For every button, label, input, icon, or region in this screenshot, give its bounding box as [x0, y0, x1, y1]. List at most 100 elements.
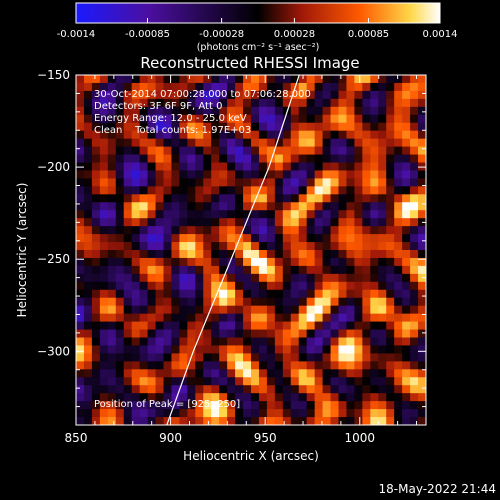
image-pixel [139, 377, 148, 386]
image-pixel [83, 210, 93, 219]
image-pixel [346, 218, 355, 227]
image-pixel [298, 210, 308, 219]
image-pixel [171, 114, 180, 124]
image-pixel [362, 154, 371, 163]
image-pixel [107, 273, 117, 283]
image-pixel [266, 186, 276, 195]
image-pixel [251, 250, 260, 259]
image-pixel [99, 242, 109, 251]
image-pixel [227, 138, 236, 147]
image-pixel [139, 409, 148, 418]
image-pixel [235, 194, 244, 203]
image-pixel [258, 265, 268, 275]
image-pixel [338, 321, 347, 330]
image-pixel [330, 329, 339, 338]
image-pixel [251, 329, 260, 338]
image-pixel [282, 210, 292, 219]
image-pixel [195, 130, 204, 140]
image-pixel [219, 417, 228, 425]
image-pixel [258, 82, 268, 92]
image-pixel [147, 361, 156, 370]
image-pixel [282, 162, 292, 171]
image-pixel [187, 242, 196, 251]
image-pixel [418, 329, 426, 338]
image-pixel [322, 353, 331, 362]
image-pixel [266, 329, 276, 338]
image-pixel [139, 106, 148, 116]
image-pixel [211, 234, 220, 243]
image-pixel [282, 329, 292, 338]
image-pixel [76, 98, 85, 108]
image-pixel [99, 186, 109, 195]
image-pixel [203, 154, 212, 163]
image-pixel [91, 154, 101, 163]
image-pixel [418, 257, 426, 267]
image-pixel [91, 250, 101, 259]
image-pixel [76, 369, 85, 378]
image-pixel [306, 202, 316, 211]
image-pixel [298, 250, 308, 259]
image-pixel [211, 369, 220, 378]
image-pixel [139, 98, 148, 108]
image-pixel [362, 265, 371, 275]
image-pixel [219, 210, 228, 219]
image-pixel [99, 210, 109, 219]
image-pixel [76, 218, 85, 227]
image-pixel [227, 162, 236, 171]
image-pixel [211, 313, 220, 322]
image-pixel [187, 202, 196, 211]
image-pixel [330, 281, 339, 291]
image-pixel [386, 337, 395, 346]
image-pixel [115, 377, 125, 386]
image-pixel [282, 170, 292, 179]
image-pixel [298, 265, 308, 275]
image-pixel [322, 75, 331, 84]
image-pixel [322, 154, 331, 163]
image-pixel [274, 170, 284, 179]
image-pixel [258, 353, 268, 362]
image-pixel [227, 369, 236, 378]
image-pixel [219, 329, 228, 338]
image-pixel [346, 186, 355, 195]
image-pixel [243, 98, 252, 108]
image-pixel [258, 385, 268, 394]
image-pixel [290, 313, 300, 322]
image-pixel [195, 353, 204, 362]
image-pixel [163, 329, 172, 338]
image-pixel [266, 138, 276, 147]
image-pixel [99, 281, 109, 291]
image-pixel [115, 329, 125, 338]
image-pixel [163, 146, 172, 155]
image-pixel [83, 321, 93, 330]
image-pixel [418, 305, 426, 315]
image-pixel [402, 202, 411, 211]
image-pixel [402, 393, 411, 402]
image-pixel [266, 369, 276, 378]
image-pixel [330, 337, 339, 346]
image-pixel [370, 257, 379, 267]
image-pixel [171, 361, 180, 370]
image-pixel [394, 289, 403, 299]
image-pixel [251, 194, 260, 203]
image-pixel [243, 114, 252, 124]
image-pixel [243, 385, 252, 394]
image-pixel [179, 417, 188, 425]
image-pixel [354, 361, 363, 370]
image-pixel [402, 178, 411, 187]
image-pixel [83, 250, 93, 259]
image-pixel [227, 106, 236, 116]
image-pixel [370, 114, 379, 124]
image-pixel [235, 345, 244, 354]
image-pixel [219, 146, 228, 155]
image-pixel [227, 265, 236, 275]
image-pixel [306, 281, 316, 291]
image-pixel [274, 377, 284, 386]
image-pixel [290, 98, 300, 108]
image-pixel [123, 170, 133, 179]
image-pixel [314, 138, 323, 147]
image-pixel [187, 377, 196, 386]
image-pixel [354, 170, 363, 179]
image-pixel [370, 265, 379, 275]
image-pixel [99, 122, 109, 132]
image-pixel [386, 257, 395, 267]
